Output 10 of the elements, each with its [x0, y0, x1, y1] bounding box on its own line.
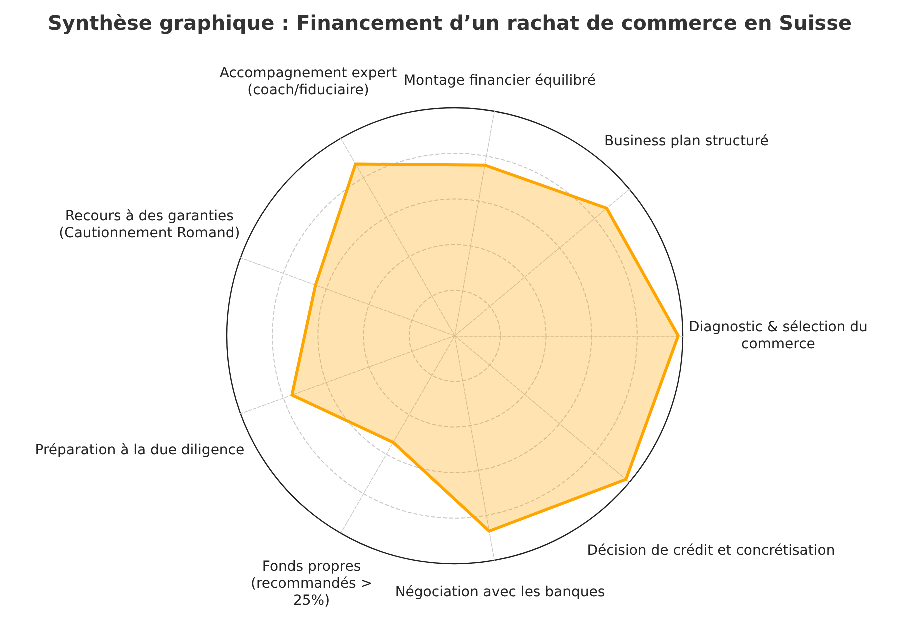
spoke-label: Décision de crédit et concrétisation: [587, 542, 836, 559]
spoke-label: Préparation à la due diligence: [35, 442, 245, 459]
spoke-label: Fonds propres (recommandés > 25%): [251, 559, 373, 610]
spoke-label: Recours à des garanties (Cautionnement Romand): [59, 208, 240, 242]
spoke-label: Négociation avec les banques: [395, 584, 606, 601]
spoke-label: Accompagnement expert (coach/fiduciaire): [220, 66, 398, 99]
chart-title: Synthèse graphique : Financement d’un rachat de commerce en Suisse: [48, 11, 852, 35]
spoke-label: Diagnostic & sélection du commerce: [688, 320, 868, 352]
spoke-label: Montage financier équilibré: [404, 72, 596, 89]
spoke-label: Business plan structuré: [604, 134, 769, 150]
